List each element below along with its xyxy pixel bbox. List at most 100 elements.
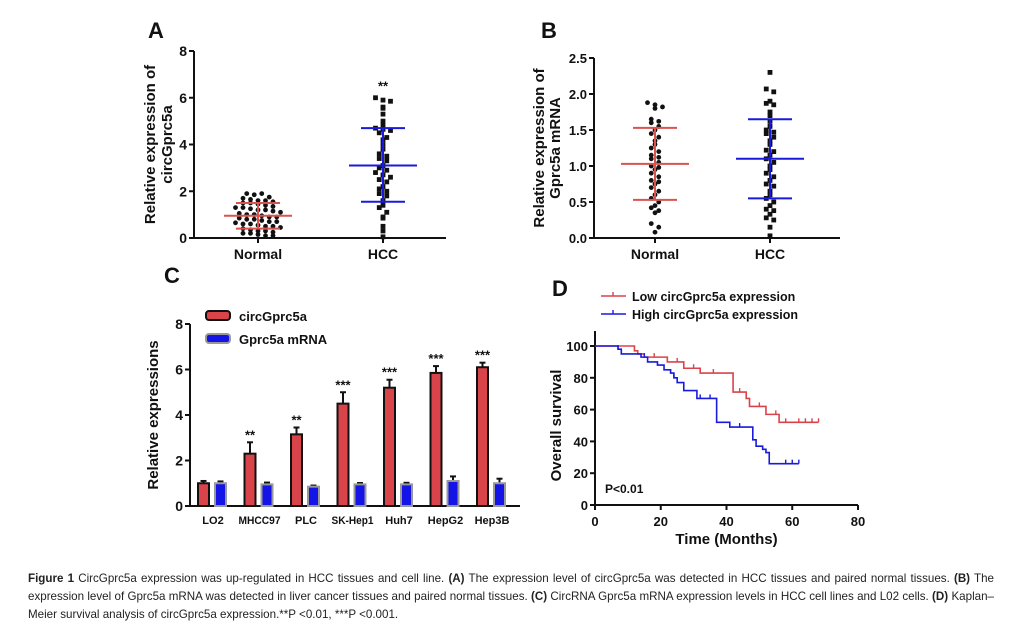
data-point (380, 118, 386, 124)
data-point (656, 165, 662, 170)
data-point (763, 215, 769, 221)
legend-label: Gprc5a mRNA (239, 332, 328, 347)
scatter-y-tick-label: 2.0 (569, 87, 587, 102)
data-point (270, 208, 276, 214)
data-point (656, 174, 662, 180)
data-point (259, 218, 265, 223)
data-point (771, 183, 777, 189)
data-point (270, 233, 276, 239)
data-point (373, 95, 378, 101)
data-point (648, 178, 654, 183)
bar-circgprc5a (290, 433, 303, 507)
data-point (376, 130, 382, 136)
bar-circgprc5a (476, 366, 489, 507)
significance-label: *** (335, 377, 351, 392)
scatter-y-tick-label: 1.5 (569, 123, 587, 138)
data-point (771, 134, 777, 140)
data-point (236, 211, 242, 216)
figure-caption: Figure 1 CircGprc5a expression was up-re… (28, 570, 994, 624)
scatter-y-tick-label: 0.5 (569, 195, 587, 210)
data-point (248, 230, 253, 236)
data-point (763, 147, 769, 153)
data-point (767, 233, 773, 239)
y-tick-label: 40 (574, 434, 588, 449)
data-point (380, 202, 386, 208)
x-tick-label: PLC (295, 515, 317, 527)
data-point (380, 97, 386, 103)
data-point (236, 215, 242, 221)
data-point (660, 104, 665, 110)
data-point (763, 170, 769, 176)
data-point (384, 193, 390, 199)
data-point (771, 208, 777, 214)
data-point (763, 127, 769, 133)
data-point (771, 217, 777, 223)
significance-label: *** (475, 348, 491, 363)
data-point (380, 228, 386, 234)
scatter-y-tick-label: 0 (179, 230, 187, 246)
data-point (771, 174, 777, 180)
data-point (240, 205, 246, 211)
bar-circgprc5a (383, 386, 396, 508)
caption-label-d: (D) (932, 590, 949, 603)
bar-y-tick-label: 8 (175, 316, 183, 332)
bar-circgprc5a (197, 482, 210, 507)
data-point (251, 216, 257, 222)
data-point (263, 198, 268, 204)
data-point (263, 202, 268, 208)
scatter-y-tick-label: 1.0 (569, 159, 587, 174)
data-point (248, 206, 253, 212)
data-point (771, 89, 777, 95)
x-tick-label: Normal (234, 246, 282, 262)
data-point (270, 229, 276, 235)
x-tick-label: 80 (851, 514, 865, 529)
bar-gprc5a-mrna (260, 483, 274, 508)
y-axis-label-line: circGprc5a (159, 105, 176, 184)
y-tick-label: 60 (574, 403, 588, 418)
data-point (233, 205, 238, 211)
data-point (376, 191, 382, 196)
caption-label-c: (C) (531, 590, 548, 603)
data-point (376, 177, 382, 182)
data-point (648, 156, 654, 162)
caption-text-c: CircRNA Gprc5a mRNA expression levels in… (547, 590, 933, 603)
y-axis-label: Relative expression ofcircGprc5a (142, 64, 176, 224)
data-point (656, 118, 662, 124)
data-point (767, 203, 773, 208)
data-point (376, 151, 382, 157)
bar-y-tick-label: 6 (175, 362, 183, 378)
legend-label: Low circGprc5a expression (632, 290, 795, 304)
scatter-y-tick-label: 2.5 (569, 51, 587, 66)
data-point (648, 152, 654, 158)
y-axis-label: Relative expressions (145, 340, 162, 489)
data-point (648, 205, 654, 211)
data-point (656, 224, 662, 230)
data-point (388, 128, 393, 133)
data-point (767, 70, 773, 75)
data-point (270, 204, 276, 209)
data-point (648, 120, 654, 126)
bar-gprc5a-mrna (446, 479, 460, 508)
legend-swatch (205, 310, 231, 321)
data-point (233, 220, 238, 226)
data-point (263, 233, 268, 239)
scatter-y-tick-label: 8 (179, 43, 187, 59)
data-point (376, 156, 382, 161)
data-point (648, 185, 654, 191)
x-tick-label: 20 (654, 514, 668, 529)
data-point (376, 186, 382, 192)
scatter-y-tick-label: 4 (179, 137, 187, 153)
survival-curve (595, 345, 799, 465)
significance-label: ** (291, 413, 302, 428)
caption-text-d: Kaplan–Meier survival analysis of circGp… (28, 590, 994, 621)
data-point (380, 105, 386, 111)
panel-label-b: B (541, 18, 557, 43)
data-point (259, 191, 265, 196)
x-tick-label: MHCC97 (239, 515, 281, 527)
data-point (270, 223, 276, 229)
y-axis-label: Relative expression ofGprc5a mRNA (531, 67, 564, 227)
data-point (656, 149, 662, 155)
data-point (771, 149, 777, 154)
